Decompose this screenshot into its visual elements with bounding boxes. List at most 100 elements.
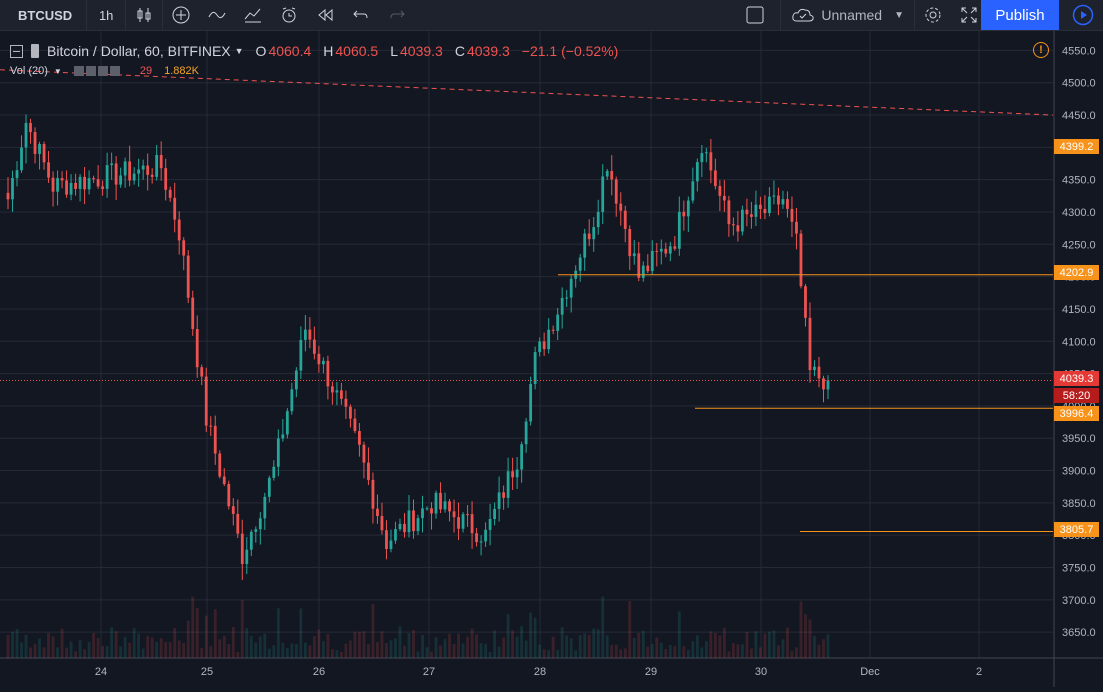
x-axis-label: 24 — [95, 666, 107, 678]
candle-body — [236, 513, 240, 534]
candle-body — [646, 265, 650, 272]
interval-button[interactable]: 1h — [98, 7, 114, 23]
alert-icon[interactable] — [271, 0, 307, 30]
volume-bar — [556, 649, 560, 658]
volume-bar — [132, 628, 136, 658]
candle-body — [790, 208, 794, 222]
volume-bar — [303, 642, 307, 658]
volume-bar — [727, 651, 731, 658]
y-axis-label: 3750.0 — [1062, 563, 1096, 575]
close-icon[interactable] — [109, 66, 120, 76]
volume-bar — [367, 644, 370, 658]
y-axis-label: 4300.0 — [1062, 207, 1096, 219]
price-chart[interactable]: 4550.04500.04450.04400.04350.04300.04250… — [0, 31, 1103, 687]
volume-bar — [466, 636, 469, 658]
candle-body — [83, 176, 86, 190]
volume-bar — [51, 636, 55, 658]
volume-controls[interactable] — [73, 66, 120, 76]
candle-body — [218, 453, 222, 477]
volume-bar — [24, 634, 28, 658]
volume-bar — [380, 631, 384, 658]
volume-bar — [511, 630, 515, 658]
volume-bar — [389, 640, 393, 658]
volume-bar — [83, 649, 86, 658]
y-axis-label: 3950.0 — [1062, 433, 1096, 445]
candle-body — [407, 510, 411, 533]
volume-bar — [551, 636, 555, 658]
eye-icon[interactable] — [73, 66, 84, 76]
candle-body — [421, 508, 424, 519]
volume-bar — [813, 635, 816, 658]
compare-icon[interactable] — [199, 0, 235, 30]
candle-body — [520, 444, 524, 470]
candle-body — [285, 411, 289, 435]
volume-bar — [15, 629, 19, 658]
volume-bar — [200, 647, 204, 658]
chevron-down-icon[interactable]: ▼ — [53, 66, 62, 76]
candle-body — [578, 257, 582, 271]
fullscreen-icon[interactable] — [951, 0, 987, 30]
volume-bar — [353, 631, 357, 658]
volume-bar — [736, 644, 740, 658]
candle-body — [506, 471, 510, 498]
more-icon[interactable] — [97, 66, 108, 76]
candle-body — [398, 523, 402, 530]
candles-icon[interactable] — [126, 0, 162, 30]
y-axis-label: 4350.0 — [1062, 175, 1096, 187]
add-indicator-icon[interactable] — [163, 0, 199, 30]
gear-icon[interactable] — [915, 0, 951, 30]
undo-icon[interactable] — [343, 0, 379, 30]
volume-bar — [29, 647, 32, 658]
candle-body — [29, 122, 32, 133]
collapse-icon[interactable] — [10, 44, 23, 58]
redo-icon[interactable] — [379, 0, 415, 30]
chart-title[interactable]: Bitcoin / Dollar, 60, BITFINEX — [47, 43, 231, 59]
candle-body — [182, 240, 186, 256]
volume-bar — [804, 614, 807, 658]
price-tag-level4: 3805.7 — [1054, 522, 1099, 537]
volume-bar — [515, 636, 519, 658]
chart-background — [0, 31, 1103, 687]
candle-body — [267, 477, 271, 497]
candle-body — [529, 383, 533, 422]
candle-body — [299, 339, 303, 371]
settings-icon[interactable] — [85, 66, 96, 76]
candle-body — [123, 161, 127, 176]
candle-body — [560, 297, 564, 315]
play-icon[interactable] — [1063, 0, 1103, 30]
candle-body — [808, 317, 812, 371]
symbol-search[interactable]: BTCUSD — [18, 7, 73, 23]
chart-area[interactable]: 4550.04500.04450.04400.04350.04300.04250… — [0, 31, 1103, 687]
candle-body — [709, 152, 713, 171]
candle-body — [254, 529, 258, 532]
close-value: 4039.3 — [466, 43, 510, 59]
layout-checkbox[interactable] — [740, 0, 770, 30]
publish-button[interactable]: Publish — [981, 0, 1059, 30]
candle-body — [65, 180, 68, 195]
volume-bar — [646, 646, 650, 658]
candle-body — [799, 233, 803, 287]
candle-body — [60, 178, 64, 181]
volume-bar — [632, 638, 636, 658]
volume-bar — [11, 631, 14, 658]
candle-body — [340, 390, 343, 399]
volume-label[interactable]: Vol (20) — [10, 65, 48, 77]
chevron-down-icon[interactable]: ▼ — [234, 46, 244, 56]
volume-bar — [768, 631, 771, 658]
countdown-tag: 58:20 — [1054, 388, 1099, 403]
volume-bar — [493, 630, 496, 658]
warning-icon[interactable]: ! — [1033, 42, 1049, 58]
volume-bar — [592, 628, 596, 658]
layout-selector[interactable]: Unnamed ▼ — [781, 7, 914, 23]
volume-bar — [759, 647, 762, 658]
y-axis-label: 3900.0 — [1062, 466, 1096, 478]
volume-bar — [786, 627, 789, 658]
replay-icon[interactable] — [307, 0, 343, 30]
volume-bar — [731, 643, 735, 658]
templates-icon[interactable] — [235, 0, 271, 30]
candle-body — [92, 178, 96, 180]
volume-bar — [42, 647, 46, 658]
volume-bar — [700, 647, 704, 658]
candle-body — [105, 165, 109, 189]
candle-body — [159, 154, 163, 169]
